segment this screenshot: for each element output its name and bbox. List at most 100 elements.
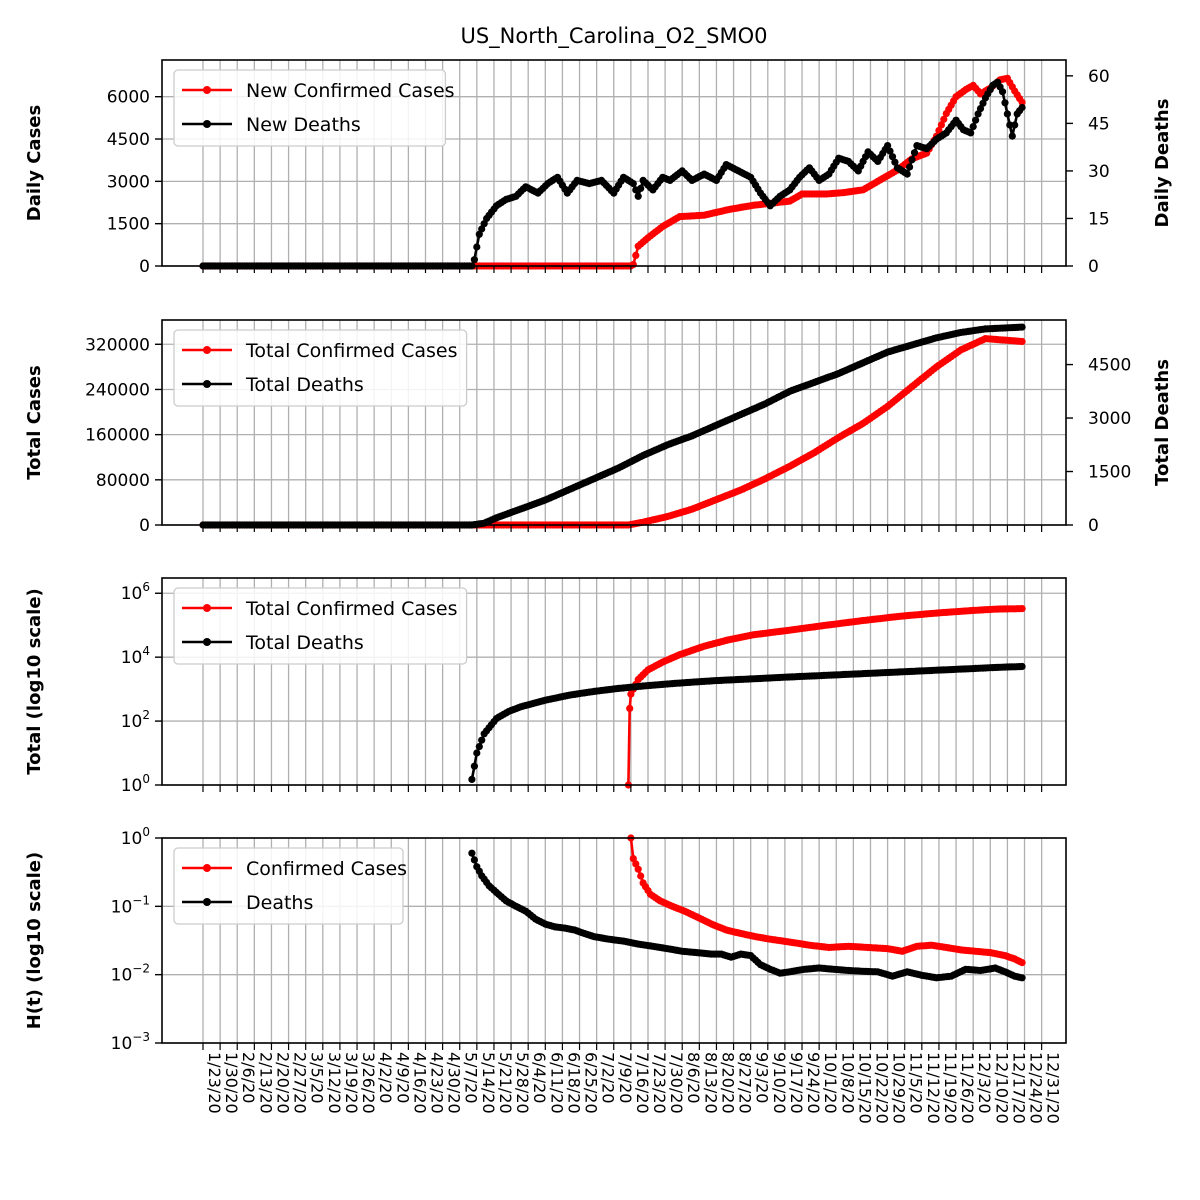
y-axis-label-right: Daily Deaths xyxy=(1152,99,1173,228)
data-point xyxy=(632,251,640,259)
x-tick-label: 11/19/20 xyxy=(941,1052,960,1124)
x-tick-label: 4/30/20 xyxy=(445,1052,464,1114)
y-tick-label: 320000 xyxy=(85,335,150,355)
y-tick-label: 10−1 xyxy=(111,893,150,917)
y-tick-label-right: 60 xyxy=(1088,67,1110,87)
legend-box xyxy=(173,329,468,407)
legend-box xyxy=(173,587,468,665)
series-line xyxy=(627,607,1023,786)
data-point xyxy=(891,158,899,166)
legend: New Confirmed Cases New Deaths xyxy=(173,69,455,147)
data-point xyxy=(468,849,476,857)
panel-2: 0 80000 160000 240000 320000 0 1500 3000 4500 Tot… xyxy=(24,319,1173,536)
legend: Total Confirmed Cases Total Deaths xyxy=(173,329,468,407)
data-point xyxy=(1018,974,1026,982)
data-point xyxy=(940,115,948,123)
legend-label: Total Deaths xyxy=(245,374,364,396)
data-point xyxy=(637,184,645,192)
y-tick-label: 106 xyxy=(121,580,150,604)
series-confirmed-cases xyxy=(627,834,1026,967)
data-point xyxy=(1018,337,1026,346)
x-tick-label: 3/19/20 xyxy=(342,1052,361,1114)
x-tick-label: 8/6/20 xyxy=(684,1052,703,1104)
y-axis-label: Total (log10 scale) xyxy=(24,588,45,775)
data-point xyxy=(886,147,894,155)
y-axis-label: Daily Cases xyxy=(24,105,45,221)
x-tick-label: 7/2/20 xyxy=(599,1052,618,1104)
panel-4: 10−3 10−2 10−1 100 H(t) (log10 scale) Confirm… xyxy=(24,825,1067,1054)
y-tick-label-right: 15 xyxy=(1088,209,1110,229)
data-point xyxy=(1001,99,1009,107)
data-point xyxy=(634,192,642,200)
x-tick-label: 5/14/20 xyxy=(479,1052,498,1114)
y-axis-label-right: Total Deaths xyxy=(1152,359,1173,486)
x-tick-label: 4/2/20 xyxy=(376,1052,395,1104)
x-tick-label: 6/25/20 xyxy=(582,1052,601,1114)
x-tick-label: 12/10/20 xyxy=(992,1052,1011,1124)
x-tick-label: 9/17/20 xyxy=(787,1052,806,1114)
x-tick-label: 7/16/20 xyxy=(633,1052,652,1114)
x-tick-label: 8/27/20 xyxy=(736,1052,755,1114)
legend: Total Confirmed Cases Total Deaths xyxy=(173,587,468,665)
x-tick-label: 12/3/20 xyxy=(975,1052,994,1114)
y-tick-label: 4500 xyxy=(107,130,150,150)
x-tick-label: 6/18/20 xyxy=(564,1052,583,1114)
data-point xyxy=(888,153,897,161)
x-tick-label: 7/30/20 xyxy=(667,1052,686,1114)
x-tick-label: 2/6/20 xyxy=(239,1052,258,1104)
y-tick-label: 104 xyxy=(121,644,150,668)
data-point xyxy=(998,88,1007,96)
y-tick-label-right: 30 xyxy=(1088,162,1110,182)
legend-marker xyxy=(203,898,211,906)
x-tick-label: 5/21/20 xyxy=(496,1052,515,1114)
y-tick-label-right: 4500 xyxy=(1088,356,1131,376)
y-tick-label-right: 1500 xyxy=(1088,463,1131,483)
series-deaths xyxy=(468,849,1026,982)
panel-1: 0 1500 3000 4500 6000 0 15 30 45 60 Daily Cases Dai… xyxy=(24,59,1173,277)
y-tick-label: 100 xyxy=(121,772,150,796)
y-tick-label-right: 45 xyxy=(1088,114,1110,134)
y-axis-right: 0 1500 3000 4500 xyxy=(1066,356,1131,536)
data-point xyxy=(1018,605,1026,613)
legend-label: Total Confirmed Cases xyxy=(245,340,458,362)
x-tick-label: 10/29/20 xyxy=(890,1052,909,1124)
y-axis-label: H(t) (log10 scale) xyxy=(24,852,45,1030)
data-point xyxy=(473,749,481,757)
data-point xyxy=(972,116,980,124)
y-axis-left: 0 80000 160000 240000 320000 xyxy=(85,335,162,536)
x-tick-label: 2/13/20 xyxy=(256,1052,275,1114)
data-point xyxy=(1011,121,1019,129)
x-tick-label: 1/23/20 xyxy=(205,1052,224,1114)
data-point xyxy=(884,142,892,150)
data-point xyxy=(626,704,634,713)
data-point xyxy=(470,856,478,864)
x-tick-label: 6/11/20 xyxy=(547,1052,566,1114)
x-tick-label: 10/8/20 xyxy=(838,1052,857,1114)
legend: Confirmed Cases Deaths xyxy=(173,847,407,925)
y-tick-label: 0 xyxy=(139,257,150,277)
data-point xyxy=(903,170,911,178)
y-tick-label: 160000 xyxy=(85,426,150,446)
x-tick-label: 6/4/20 xyxy=(530,1052,549,1104)
x-tick-label: 11/5/20 xyxy=(907,1052,926,1114)
legend-label: Confirmed Cases xyxy=(246,858,407,880)
data-point xyxy=(470,762,478,770)
panel-3: 100 102 104 106 Total (log10 scale) Total Con… xyxy=(24,577,1067,796)
x-tick-label: 8/13/20 xyxy=(701,1052,720,1114)
x-tick-label: 3/5/20 xyxy=(308,1052,327,1104)
y-axis-label: Total Cases xyxy=(24,365,45,479)
x-tick-label: 9/3/20 xyxy=(753,1052,772,1104)
legend-marker xyxy=(203,604,211,612)
y-axis-left: 10−3 10−2 10−1 100 xyxy=(111,825,162,1054)
legend-label: Deaths xyxy=(246,892,313,914)
y-axis-left: 100 102 104 106 xyxy=(121,580,162,796)
y-tick-label: 80000 xyxy=(96,471,150,491)
y-tick-label-right: 3000 xyxy=(1088,409,1131,429)
x-tick-label: 2/20/20 xyxy=(273,1052,292,1114)
x-tick-label: 5/28/20 xyxy=(513,1052,532,1114)
x-tick-label: 2/27/20 xyxy=(291,1052,310,1114)
legend-label: New Deaths xyxy=(246,114,361,136)
chart-title: US_North_Carolina_O2_SMO0 xyxy=(460,24,767,49)
data-point xyxy=(1018,959,1026,967)
